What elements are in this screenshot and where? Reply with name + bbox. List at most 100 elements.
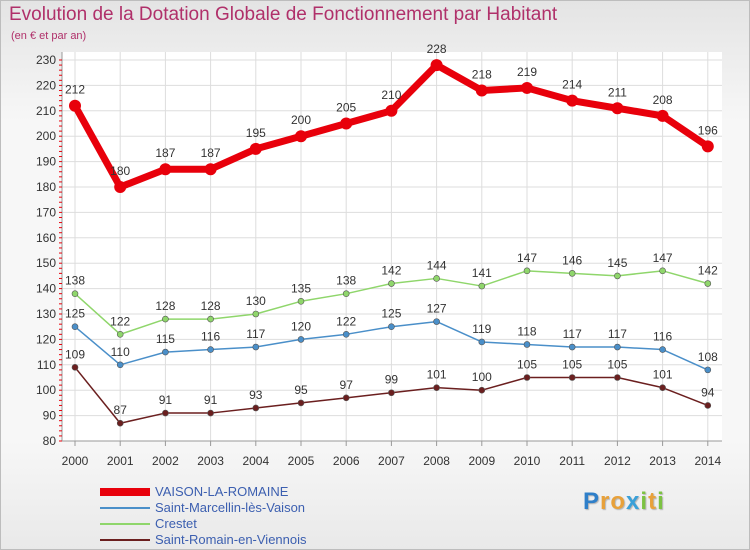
logo-letter: r [600,488,611,515]
series-point-2 [659,267,666,275]
data-label: 141 [472,266,492,280]
series-point-2 [71,290,79,297]
series-point-2 [433,275,440,282]
plot-area [62,52,722,441]
data-label: 87 [114,403,128,417]
data-label: 130 [246,294,266,308]
data-label: 219 [517,65,537,79]
data-label: 109 [65,347,85,361]
data-label: 195 [246,126,266,140]
series-point-0 [249,142,262,155]
data-label: 125 [381,307,401,321]
series-point-2 [116,331,124,338]
x-tick-label: 2010 [514,454,541,468]
data-label: 120 [291,319,311,333]
y-tick-label: 190 [36,155,56,169]
series-point-1 [162,348,169,356]
data-label: 142 [698,264,718,278]
series-point-3 [297,399,305,407]
x-tick-label: 2004 [242,454,269,468]
legend-label: Saint-Marcellin-lès-Vaison [155,500,306,515]
data-label: 105 [517,358,537,372]
y-tick-label: 200 [36,129,56,143]
y-tick-label: 210 [36,104,56,118]
series-point-2 [252,310,260,318]
series-point-2 [478,282,486,290]
series-point-2 [523,267,531,275]
data-label: 122 [336,314,356,328]
y-tick-label: 120 [36,332,56,346]
legend-swatch [100,523,150,525]
series-point-2 [388,280,395,287]
series-point-3 [614,374,621,381]
y-tick-label: 140 [36,282,56,296]
series-point-1 [659,346,666,353]
series-point-0 [656,109,669,122]
data-label: 196 [698,123,718,137]
series-point-0 [159,163,172,176]
data-label: 117 [246,327,265,341]
data-label: 187 [155,146,175,160]
line-chart: 8090100110120130140150160170180190200210… [36,42,722,468]
data-label: 116 [201,330,220,344]
data-label: 147 [517,251,537,265]
x-tick-label: 2005 [288,454,315,468]
x-tick-label: 2008 [423,454,450,468]
data-label: 142 [381,264,401,278]
data-label: 125 [65,307,85,321]
series-point-3 [388,389,395,397]
data-label: 95 [294,383,308,397]
series-point-3 [71,364,79,371]
x-tick-label: 2009 [468,454,495,468]
series-point-0 [701,140,714,153]
data-label: 117 [608,327,627,341]
logo-letter: o [610,488,627,515]
series-point-0 [566,94,579,107]
legend-label: VAISON-LA-ROMAINE [155,484,289,499]
data-label: 94 [701,385,715,399]
y-tick-label: 130 [36,307,56,321]
series-point-2 [297,297,305,305]
logo-letter: t [648,488,658,515]
data-label: 101 [653,368,673,382]
series-point-0 [385,104,398,117]
series-point-1 [207,346,214,353]
data-label: 100 [472,370,492,384]
x-tick-label: 2001 [107,454,134,468]
data-label: 138 [336,274,356,288]
series-point-0 [204,163,217,176]
series-point-2 [568,270,576,277]
data-label: 99 [385,373,399,387]
series-point-2 [614,272,621,280]
data-label: 116 [653,330,672,344]
series-point-2 [162,315,169,323]
series-point-1 [388,323,395,331]
chart-title: Evolution de la Dotation Globale de Fonc… [9,4,558,25]
legend-swatch [100,507,150,509]
logo-letter: i [640,488,649,515]
data-label: 138 [65,274,85,288]
logo-letter: P [583,488,601,515]
x-tick-label: 2012 [604,454,631,468]
data-label: 105 [562,358,582,372]
series-point-1 [614,343,621,351]
data-label: 127 [427,302,447,316]
y-tick-label: 100 [36,383,56,397]
data-label: 91 [204,393,218,407]
series-point-3 [478,386,486,394]
x-tick-label: 2007 [378,454,405,468]
data-label: 146 [562,253,582,267]
y-tick-label: 90 [43,409,57,423]
data-label: 97 [340,378,354,392]
y-tick-label: 80 [43,434,57,448]
data-label: 119 [472,322,491,336]
series-point-1 [71,323,79,331]
data-label: 210 [381,88,401,102]
data-label: 118 [517,324,536,338]
data-label: 117 [563,327,582,341]
series-point-3 [162,409,169,417]
series-point-3 [433,384,440,391]
x-tick-label: 2002 [152,454,179,468]
series-point-2 [207,315,214,323]
series-point-1 [568,343,576,351]
